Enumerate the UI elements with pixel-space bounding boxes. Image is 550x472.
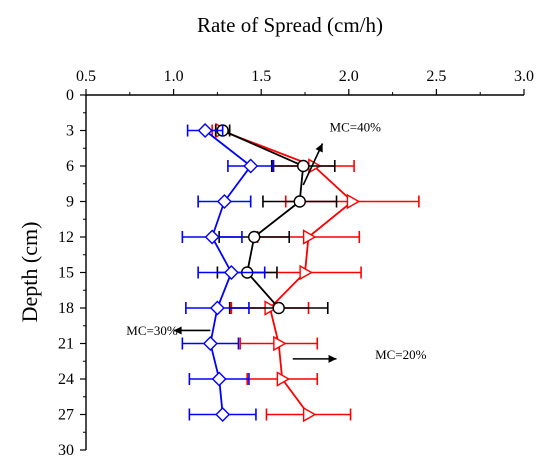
- x-tick-label: 1.0: [164, 68, 184, 85]
- data-point-diamond: [211, 371, 227, 387]
- data-point-triangle: [276, 371, 291, 387]
- x-tick-label: 3.0: [514, 68, 534, 85]
- data-point-diamond: [197, 123, 213, 138]
- annotation-arrow-head: [173, 326, 182, 335]
- data-point-diamond: [204, 229, 220, 245]
- y-axis-label: Depth (cm): [17, 222, 42, 323]
- data-point-circle: [293, 195, 306, 208]
- y-tick-label: 9: [66, 194, 74, 211]
- data-point-diamond: [215, 407, 231, 422]
- y-tick-label: 27: [58, 407, 74, 424]
- data-point-circle: [247, 230, 261, 244]
- y-tick-label: 0: [66, 87, 74, 104]
- data-point-triangle: [299, 264, 313, 281]
- x-tick-label: 1.5: [251, 68, 271, 85]
- data-point-circle: [297, 159, 310, 173]
- data-point-diamond: [209, 300, 225, 316]
- annotation-arrow-head: [315, 143, 323, 153]
- annotation-label: MC=20%: [375, 347, 427, 362]
- y-tick-label: 30: [58, 442, 74, 459]
- data-point-diamond: [202, 336, 218, 351]
- y-tick-label: 15: [58, 265, 74, 282]
- data-point-triangle: [302, 406, 317, 423]
- data-point-diamond: [243, 158, 259, 174]
- plot-area: 0.5 1.0 1.5 2.0 2.5 3.0 0 3 6 9 12 15 18 21 24 27 30 MC=4…: [58, 68, 534, 459]
- data-point-triangle: [302, 229, 317, 245]
- y-tick-label: 24: [58, 371, 74, 388]
- y-tick-label: 21: [58, 336, 74, 353]
- data-point-triangle: [273, 335, 287, 352]
- x-tick-label: 2.0: [339, 68, 359, 85]
- annotation-label: MC=30%: [126, 323, 178, 338]
- data-point-diamond: [223, 265, 239, 280]
- data-point-diamond: [216, 194, 232, 209]
- data-point-triangle: [346, 193, 361, 210]
- x-tick-label: 0.5: [76, 68, 96, 85]
- y-tick-label: 12: [58, 229, 74, 246]
- y-tick-label: 3: [66, 123, 74, 140]
- annotation-label: MC=40%: [330, 120, 382, 135]
- chart-title: Rate of Spread (cm/h): [197, 13, 383, 37]
- data-point-circle: [272, 301, 285, 315]
- y-tick-label: 18: [58, 300, 74, 317]
- x-tick-label: 2.5: [426, 68, 446, 85]
- y-tick-label: 6: [66, 158, 74, 175]
- annotation-arrow-head: [328, 354, 337, 363]
- series-line: [222, 129, 305, 309]
